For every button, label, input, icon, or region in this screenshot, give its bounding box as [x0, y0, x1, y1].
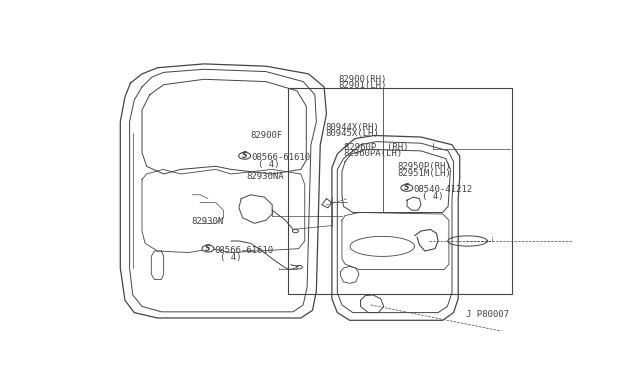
- Text: 82960PA(LH): 82960PA(LH): [344, 149, 403, 158]
- Text: 08540-41212: 08540-41212: [413, 185, 472, 194]
- Bar: [288, 87, 511, 294]
- Text: 82950P(RH): 82950P(RH): [397, 162, 451, 171]
- Text: 82900(RH): 82900(RH): [338, 75, 387, 84]
- Text: ( 4): ( 4): [220, 253, 242, 262]
- Text: 82901(LH): 82901(LH): [338, 81, 387, 90]
- Text: 82900F: 82900F: [250, 131, 282, 140]
- Text: ( 4): ( 4): [422, 192, 444, 201]
- Text: 82930NA: 82930NA: [246, 172, 284, 181]
- Text: 08566-61610: 08566-61610: [214, 246, 273, 255]
- Text: S: S: [205, 244, 211, 253]
- Circle shape: [202, 245, 214, 252]
- Text: 82951M(LH): 82951M(LH): [397, 169, 451, 178]
- Circle shape: [239, 153, 251, 159]
- Text: S: S: [404, 183, 410, 192]
- Text: S: S: [242, 151, 248, 160]
- Text: ( 4): ( 4): [257, 160, 279, 169]
- Text: 80944X(RH): 80944X(RH): [326, 122, 380, 132]
- Circle shape: [401, 185, 413, 191]
- Text: J P80007: J P80007: [466, 310, 509, 319]
- Text: 82960P  (RH): 82960P (RH): [344, 142, 408, 152]
- Text: 82930N: 82930N: [191, 217, 224, 226]
- Text: 08566-61610: 08566-61610: [251, 153, 310, 162]
- Text: 80945X(LH): 80945X(LH): [326, 129, 380, 138]
